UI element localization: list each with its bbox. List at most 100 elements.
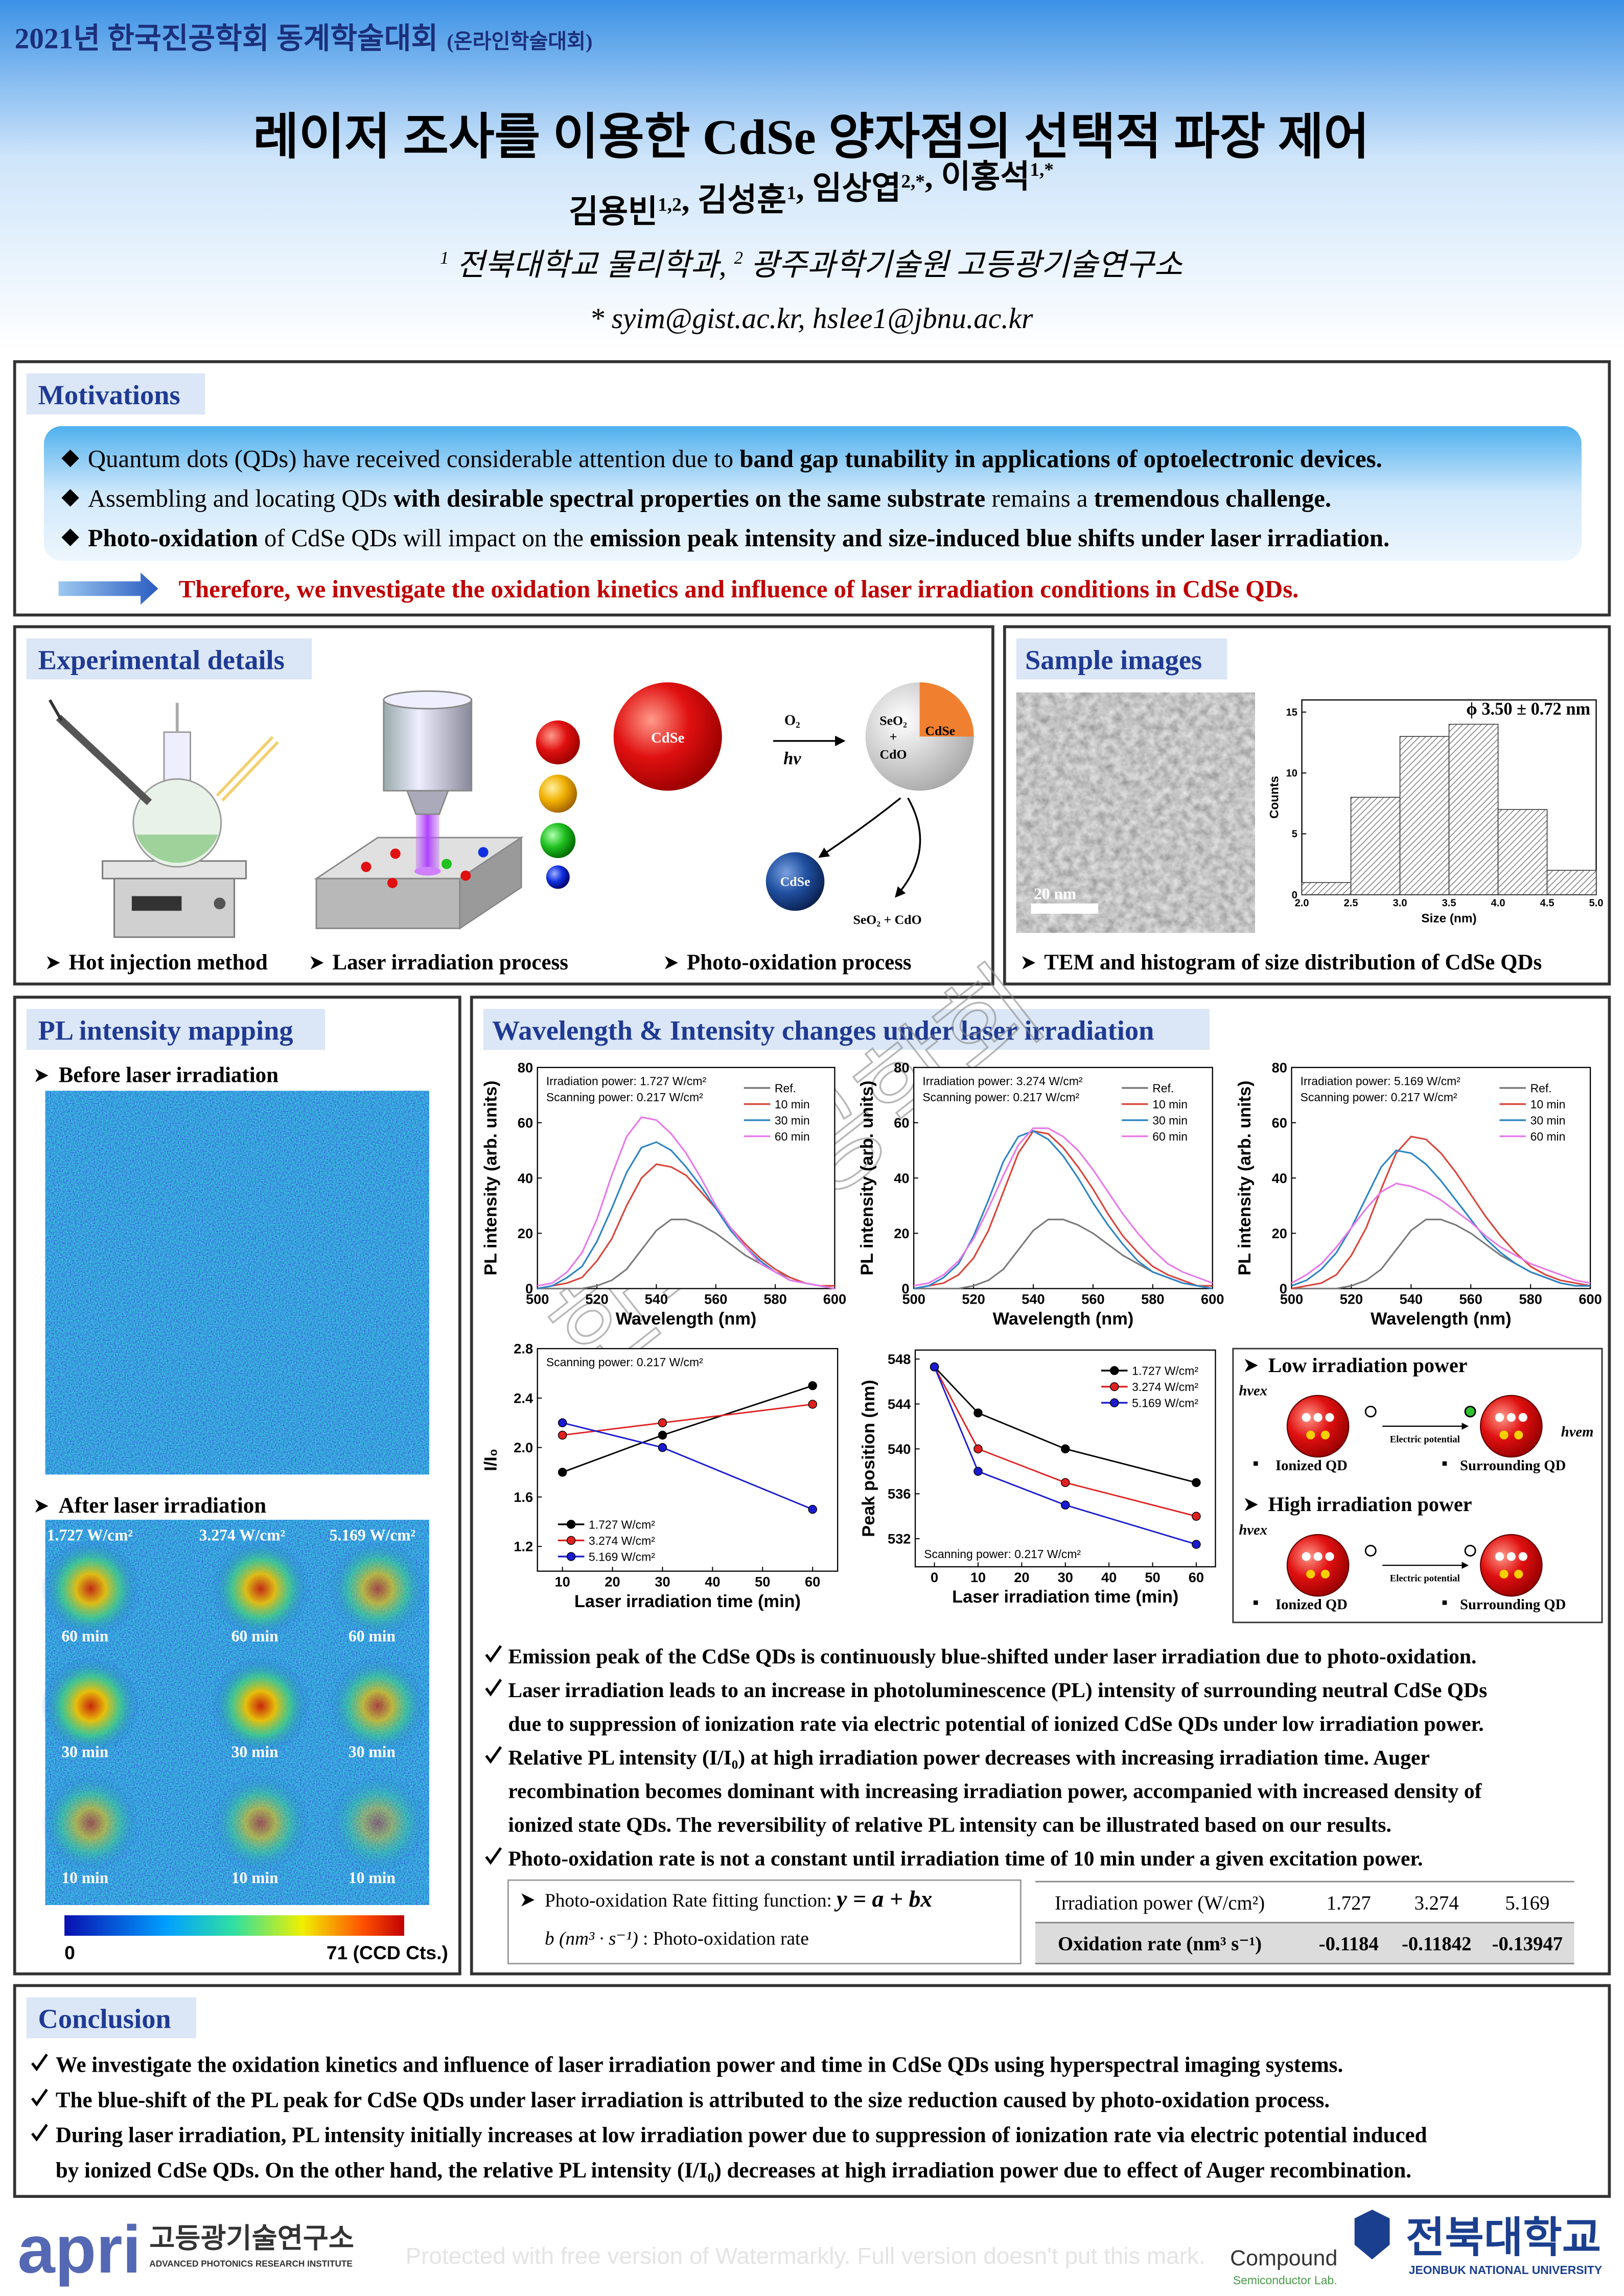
- series-line: [1291, 1135, 1591, 1290]
- bullet-check: [485, 1746, 502, 1764]
- logo-apri-kr: 고등광기술연구소: [149, 2222, 354, 2254]
- charge: [1306, 1430, 1315, 1440]
- poster-title: 레이저 조사를 이용한 CdSe 양자점의 선택적 파장 제어: [253, 110, 1370, 165]
- table-cell: 5.169: [1505, 1893, 1549, 1914]
- label: SeO₂ + CdO: [853, 912, 922, 927]
- annotation: Scanning power: 0.217 W/cm²: [1301, 1091, 1457, 1104]
- legend-label: 60 min: [775, 1130, 810, 1143]
- authors: 김용빈1,2, 김성훈1, 임상엽2,*, 이홍석1,*: [569, 159, 1054, 230]
- y-axis-label: PL intensity (arb. units): [481, 1081, 500, 1275]
- map-time: 60 min: [231, 1627, 279, 1645]
- charge: [1302, 1413, 1311, 1422]
- charge: [1506, 1552, 1516, 1561]
- bullet-diamond: [61, 528, 79, 546]
- charge: [1499, 1430, 1509, 1440]
- annotation: Irradiation power: 3.274 W/cm²: [922, 1074, 1083, 1087]
- bullet-square: [1253, 1600, 1258, 1605]
- y-tick-label: 1.6: [514, 1489, 533, 1505]
- map-time: 10 min: [61, 1869, 108, 1887]
- label: CdSe: [780, 874, 810, 889]
- legend-label: 10 min: [1152, 1098, 1188, 1111]
- y-tick-label: 532: [888, 1531, 911, 1547]
- electron: [1464, 1405, 1476, 1418]
- x-tick-label: 3.0: [1393, 898, 1407, 909]
- legend-label: 1.727 W/cm²: [1132, 1364, 1198, 1378]
- motivation-bullet: Quantum dots (QDs) have received conside…: [88, 445, 1382, 473]
- x-tick-label: 20: [605, 1574, 620, 1590]
- x-axis-label: Wavelength (nm): [616, 1309, 757, 1329]
- x-tick-label: 0: [931, 1569, 938, 1585]
- x-tick-label: 540: [645, 1291, 668, 1307]
- plot-area: [537, 1348, 839, 1572]
- y-tick-label: 60: [518, 1115, 533, 1131]
- x-tick-label: 580: [1519, 1291, 1542, 1307]
- x-tick-label: 560: [704, 1291, 727, 1307]
- text-run: : Photo-oxidation rate: [638, 1928, 809, 1949]
- y-tick-label: 2.0: [514, 1440, 533, 1455]
- legend-label: Ref.: [1530, 1082, 1552, 1095]
- fitting-line: b (nm³ · s⁻¹) : Photo-oxidation rate: [545, 1928, 809, 1949]
- annotation: Scanning power: 0.217 W/cm²: [546, 1355, 703, 1369]
- label: hν: [783, 749, 801, 769]
- x-tick-label: 2.5: [1344, 898, 1358, 909]
- table-cell: Oxidation rate (nm³ s⁻¹): [1058, 1934, 1262, 1955]
- y-axis-label: PL intensity (arb. units): [1235, 1081, 1255, 1275]
- x-tick-label: 580: [1141, 1291, 1164, 1307]
- laser-illustration: [314, 690, 524, 930]
- charge: [1325, 1413, 1334, 1422]
- bullet-diamond: [61, 489, 79, 507]
- mechanism-label: hνex: [1239, 1383, 1267, 1399]
- series-marker: [973, 1408, 983, 1418]
- hot-injection-illustration: [48, 699, 280, 938]
- y-tick-label: 540: [888, 1441, 911, 1457]
- author-sup: 2,*: [901, 171, 925, 192]
- qd-sphere: [1286, 1395, 1350, 1458]
- y-tick-label: 40: [1272, 1170, 1287, 1186]
- charge: [1506, 1413, 1516, 1422]
- x-axis-label: Size (nm): [1421, 912, 1476, 925]
- x-axis-label: Wavelength (nm): [1371, 1309, 1512, 1329]
- y-tick-label: 80: [894, 1059, 909, 1075]
- legend-marker: [1110, 1382, 1119, 1391]
- mechanism-label: Surrounding QD: [1460, 1457, 1566, 1474]
- charge: [1495, 1413, 1504, 1422]
- charge: [1499, 1569, 1509, 1579]
- x-tick-label: 2.0: [1295, 898, 1309, 909]
- pl-blob: [328, 1656, 428, 1756]
- author-sup: 1: [786, 183, 796, 204]
- charge: [1306, 1569, 1315, 1579]
- x-tick-label: 40: [705, 1574, 720, 1590]
- series-line: [537, 1116, 835, 1290]
- x-tick-label: 500: [526, 1291, 549, 1307]
- y-tick-label: 80: [1272, 1059, 1287, 1075]
- x-tick-label: 540: [1400, 1291, 1423, 1307]
- legend-label: 10 min: [1530, 1098, 1566, 1111]
- qd-spheres: [536, 682, 974, 911]
- map-power: 3.274 W/cm²: [199, 1526, 285, 1544]
- exp-labels: CdSe O₂ hν SeO₂ + CdO CdSe CdSe SeO₂ + C…: [651, 712, 955, 927]
- electron: [1364, 1545, 1377, 1557]
- mechanism-label: Ionized QD: [1275, 1596, 1348, 1613]
- x-tick-label: 500: [902, 1291, 925, 1307]
- map-time: 30 min: [61, 1743, 108, 1761]
- series-line: [913, 1130, 1213, 1290]
- logo-apri-en: ADVANCED PHOTONICS RESEARCH INSTITUTE: [149, 2259, 353, 2269]
- therefore: Therefore, we investigate the oxidation …: [179, 575, 1299, 603]
- table-cell: -0.13947: [1492, 1934, 1563, 1955]
- series-line: [934, 1366, 1197, 1517]
- conclusion-text: by ionized CdSe QDs. On the other hand, …: [56, 2159, 1411, 2183]
- motivation-band: [43, 426, 1582, 561]
- series-marker: [558, 1468, 567, 1477]
- legend-marker: [566, 1552, 576, 1561]
- series-line: [913, 1127, 1213, 1287]
- author-sup: 1,2: [658, 195, 682, 216]
- series-marker: [558, 1430, 567, 1440]
- heading-bgs: [26, 373, 1227, 2038]
- series-line: [537, 1163, 835, 1290]
- colorbar: [64, 1915, 404, 1936]
- affil: 전북대학교 물리학과,: [449, 248, 734, 283]
- x-axis-label: Laser irradiation time (min): [952, 1587, 1178, 1607]
- colorbar-max: 71 (CCD Cts.): [327, 1942, 448, 1963]
- map-blobs: [41, 1539, 428, 1873]
